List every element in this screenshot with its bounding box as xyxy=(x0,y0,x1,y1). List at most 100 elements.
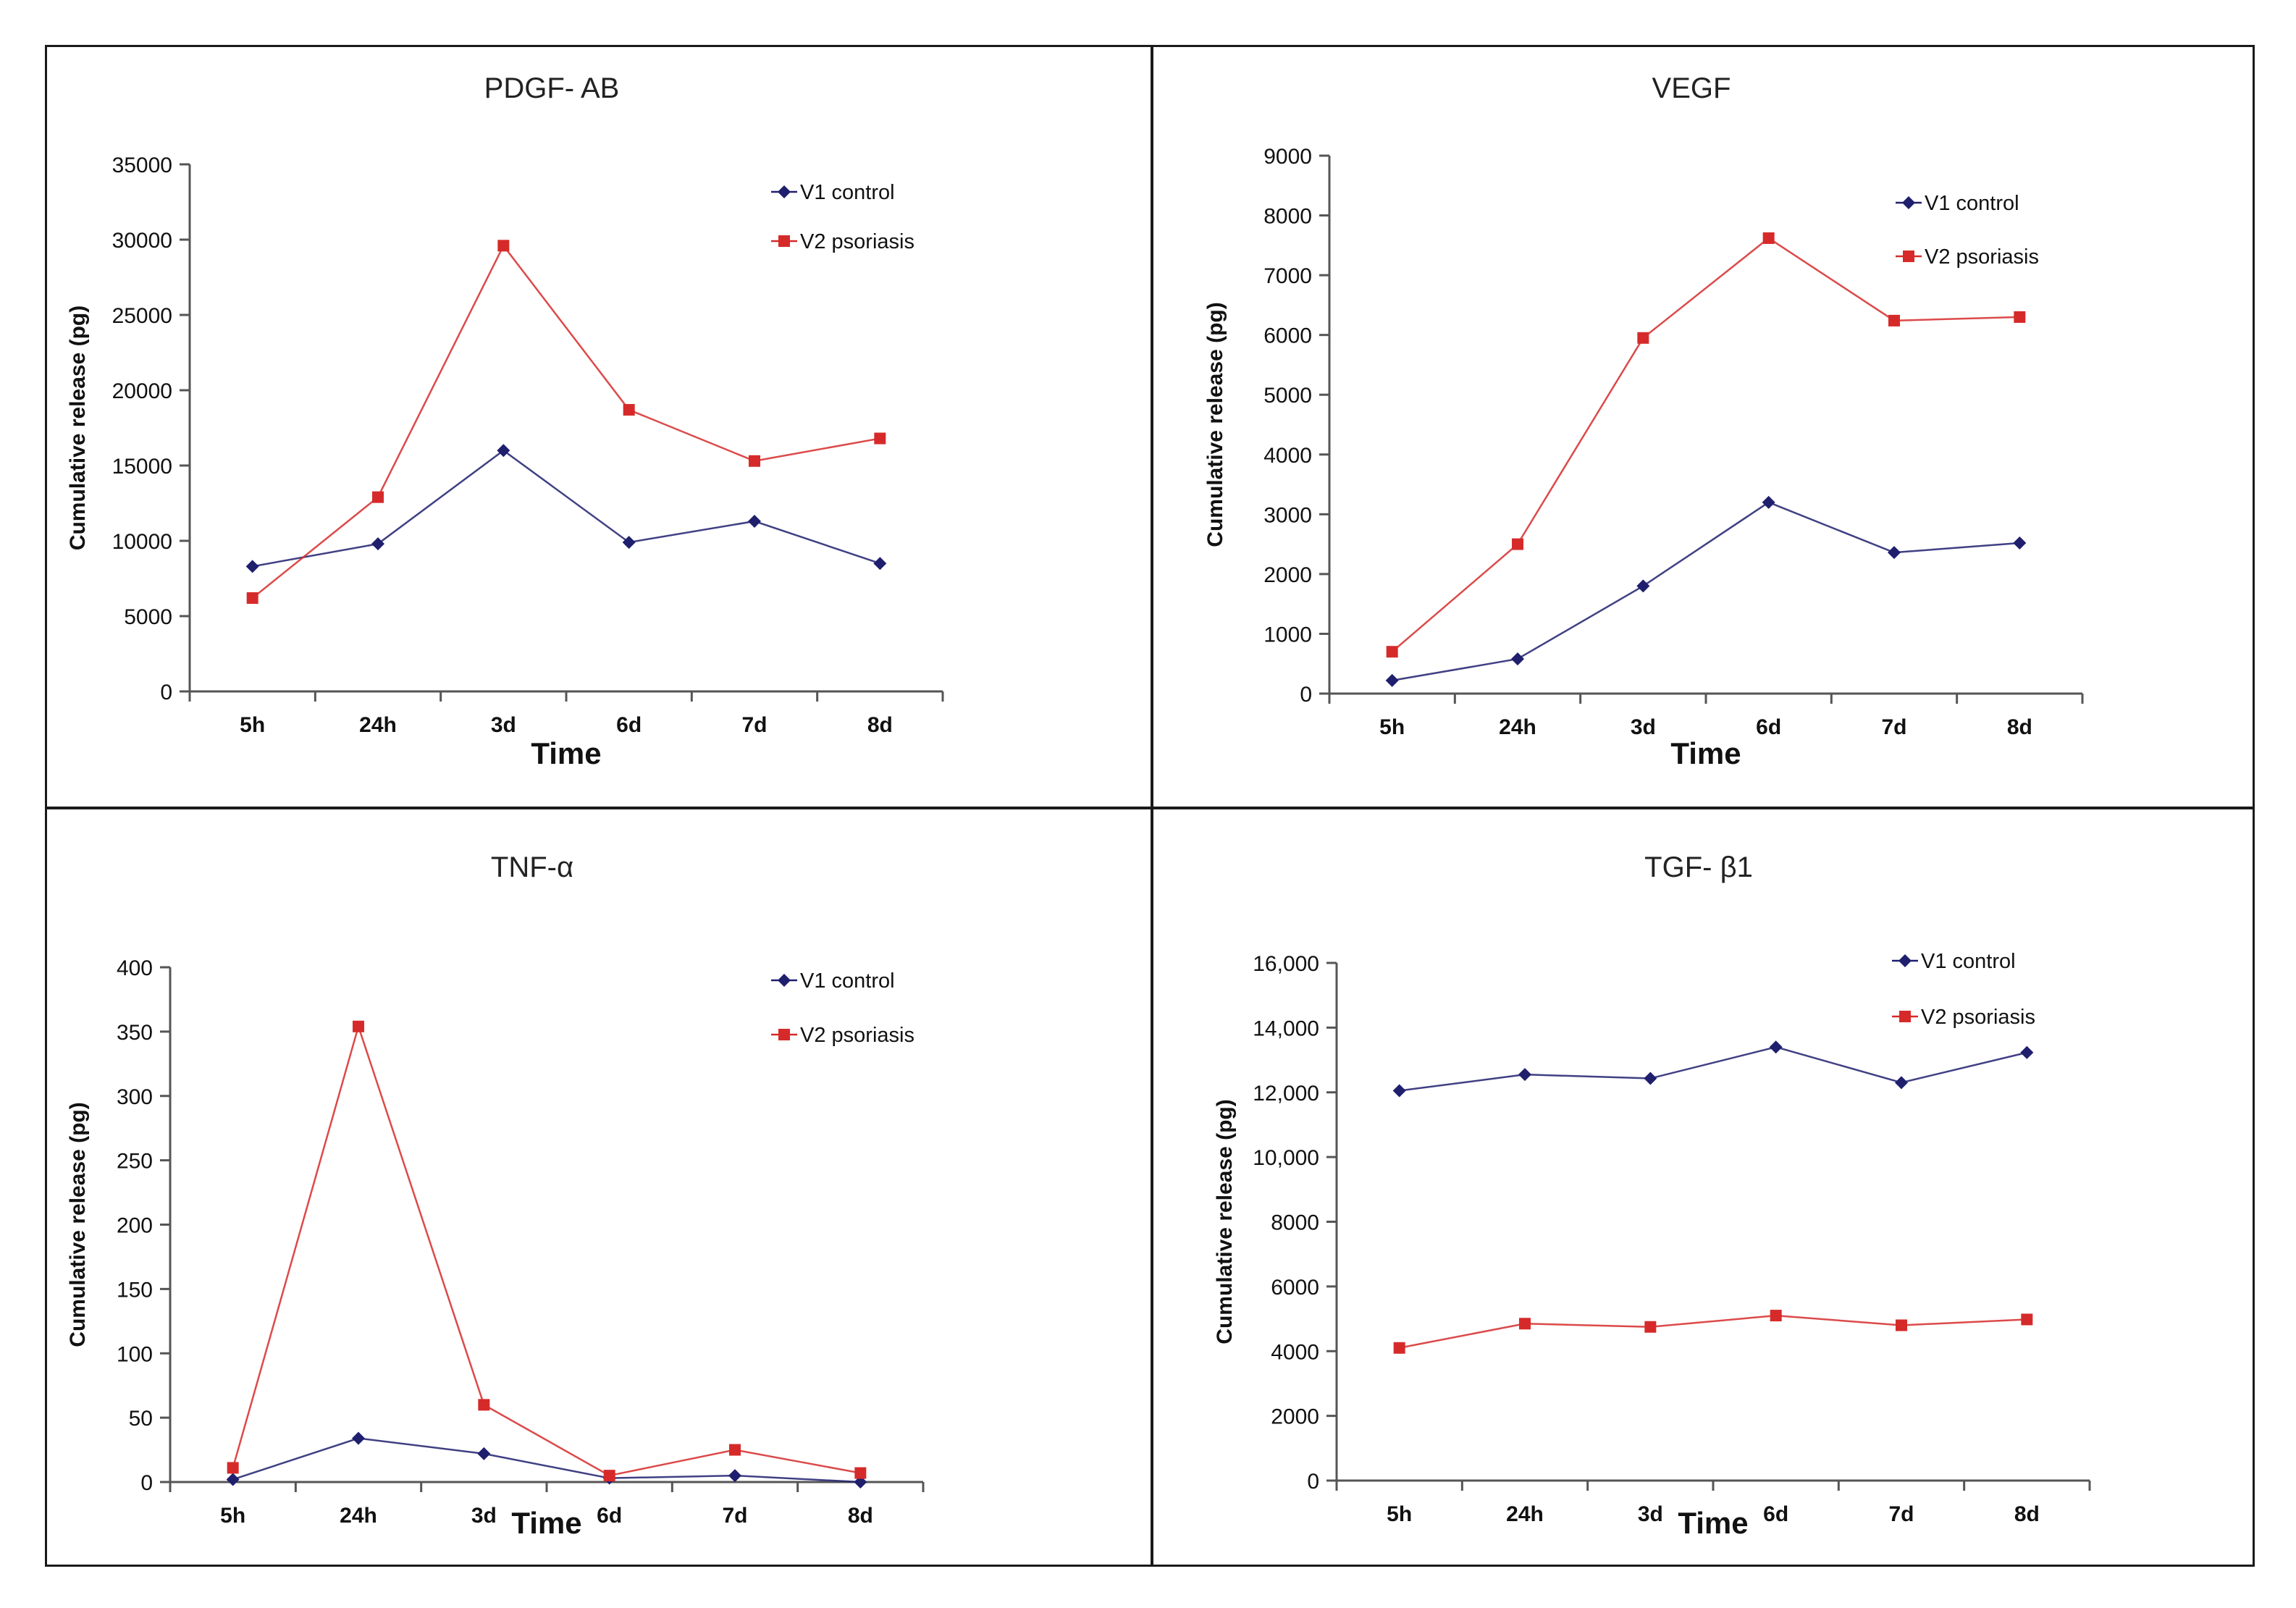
y-tick-label: 20000 xyxy=(112,379,172,403)
data-point-psoriasis xyxy=(854,1467,867,1479)
x-tick-label: 3d xyxy=(491,713,516,737)
y-tick-label: 100 xyxy=(117,1342,153,1366)
y-axis-label: Cumulative release (pg) xyxy=(1213,1099,1237,1344)
y-tick-label: 35000 xyxy=(112,153,172,177)
y-tick-label: 4000 xyxy=(1263,444,1312,468)
legend-marker-control xyxy=(778,185,791,198)
y-tick-label: 25000 xyxy=(112,304,172,328)
y-tick-label: 300 xyxy=(117,1085,153,1109)
chart-title: TNF-α xyxy=(491,851,573,883)
y-tick-label: 150 xyxy=(117,1278,153,1302)
data-point-control xyxy=(352,1431,365,1445)
y-axis-label: Cumulative release (pg) xyxy=(66,1102,90,1347)
data-point-psoriasis xyxy=(1393,1342,1405,1354)
x-tick-label: 7d xyxy=(722,1504,747,1528)
data-point-control xyxy=(1518,1068,1531,1082)
data-point-psoriasis xyxy=(227,1462,239,1474)
data-point-control xyxy=(1636,579,1650,593)
x-axis-label: Time xyxy=(511,1506,581,1540)
data-point-psoriasis xyxy=(1896,1319,1907,1331)
data-point-control xyxy=(622,536,636,550)
y-tick-label: 1000 xyxy=(1263,623,1312,647)
y-tick-label: 10,000 xyxy=(1253,1146,1319,1170)
chart-pdgf-ab: PDGF- AB 0 5000 10000 15000 20000 25000 30000 35… xyxy=(66,72,944,770)
figure-frame: PDGF- AB 0 5000 10000 15000 20000 25000 30000 35… xyxy=(45,45,2255,1567)
y-tick-label: 6000 xyxy=(1271,1276,1319,1300)
data-point-control xyxy=(371,537,384,551)
y-tick-label: 16,000 xyxy=(1253,952,1319,976)
data-point-psoriasis xyxy=(1644,1321,1657,1333)
data-point-psoriasis xyxy=(246,592,258,605)
legend-marker-control xyxy=(1902,196,1915,209)
y-tick-label: 6000 xyxy=(1263,324,1312,348)
data-point-psoriasis xyxy=(1762,232,1775,244)
data-point-psoriasis xyxy=(1519,1318,1531,1330)
x-axis-label: Time xyxy=(1670,736,1741,770)
y-axis-label: Cumulative release (pg) xyxy=(1203,302,1227,547)
data-point-control xyxy=(1392,1084,1406,1098)
x-tick-label: 6d xyxy=(597,1504,622,1528)
series-line-psoriasis xyxy=(1391,237,2020,653)
data-point-psoriasis xyxy=(1637,332,1649,344)
data-point-control xyxy=(1762,495,1775,509)
data-point-control xyxy=(728,1469,741,1483)
data-point-control xyxy=(1511,652,1524,666)
series-line-control xyxy=(1399,1045,2027,1092)
x-tick-label: 8d xyxy=(867,713,893,737)
data-point-psoriasis xyxy=(1386,646,1398,658)
y-tick-label: 12,000 xyxy=(1253,1082,1319,1106)
y-tick-label: 8000 xyxy=(1263,205,1312,229)
y-tick-label: 14,000 xyxy=(1253,1016,1319,1040)
y-tick-label: 2000 xyxy=(1271,1405,1319,1429)
x-tick-label: 24h xyxy=(340,1504,377,1528)
y-axis-label: Cumulative release (pg) xyxy=(66,306,90,550)
data-point-psoriasis xyxy=(623,404,635,416)
x-tick-label: 6d xyxy=(1763,1502,1788,1526)
series-line-control xyxy=(232,1437,861,1483)
chart-vegf: VEGF 0 1000 2000 3000 4000 5000 6000 7000 8000 900… xyxy=(1203,72,2084,770)
legend-label: V2 psoriasis xyxy=(1925,245,2039,269)
horizontal-divider xyxy=(47,807,2253,809)
y-tick-label: 5000 xyxy=(1263,384,1312,408)
legend-label: V2 psoriasis xyxy=(800,230,914,253)
y-tick-label: 7000 xyxy=(1263,264,1312,288)
data-point-control xyxy=(873,557,887,571)
data-point-control xyxy=(245,560,259,573)
y-tick-label: 9000 xyxy=(1263,145,1312,169)
data-point-psoriasis xyxy=(874,432,886,445)
series-line-psoriasis xyxy=(1399,1314,2027,1350)
x-tick-label: 3d xyxy=(1631,715,1656,739)
legend-label: V1 control xyxy=(800,181,895,204)
x-tick-label: 5h xyxy=(240,713,265,737)
x-tick-label: 3d xyxy=(471,1504,497,1528)
vertical-divider xyxy=(1151,47,1153,1565)
legend-label: V2 psoriasis xyxy=(800,1024,914,1047)
y-tick-label: 2000 xyxy=(1263,563,1312,587)
x-tick-label: 6d xyxy=(1756,715,1781,739)
data-point-psoriasis xyxy=(1770,1310,1782,1322)
x-tick-label: 24h xyxy=(359,713,397,737)
y-tick-label: 200 xyxy=(117,1214,153,1238)
panel-tgf-beta1: TGF- β1 0 2000 4000 6000 8000 10,000 12,000 14,0… xyxy=(1153,809,2253,1565)
y-tick-label: 400 xyxy=(117,956,153,980)
x-axis-label: Time xyxy=(531,736,601,770)
x-tick-label: 24h xyxy=(1506,1502,1544,1526)
legend-marker-control xyxy=(778,974,791,987)
data-point-psoriasis xyxy=(729,1444,741,1456)
x-tick-label: 7d xyxy=(741,713,767,737)
x-tick-label: 7d xyxy=(1888,1502,1914,1526)
data-point-psoriasis xyxy=(749,455,760,467)
data-point-psoriasis xyxy=(1512,538,1523,550)
data-point-psoriasis xyxy=(603,1470,615,1482)
chart-title: PDGF- AB xyxy=(484,72,620,104)
x-tick-label: 8d xyxy=(2014,1502,2040,1526)
x-tick-label: 3d xyxy=(1638,1502,1663,1526)
series-line-control xyxy=(1392,501,2020,682)
x-tick-label: 7d xyxy=(1881,715,1906,739)
legend-label: V2 psoriasis xyxy=(1921,1006,2035,1029)
chart-title: TGF- β1 xyxy=(1644,851,1753,883)
x-tick-label: 8d xyxy=(848,1504,873,1528)
x-tick-label: 8d xyxy=(2007,715,2032,739)
x-axis-label: Time xyxy=(1678,1506,1748,1540)
legend-label: V1 control xyxy=(1921,950,2016,973)
